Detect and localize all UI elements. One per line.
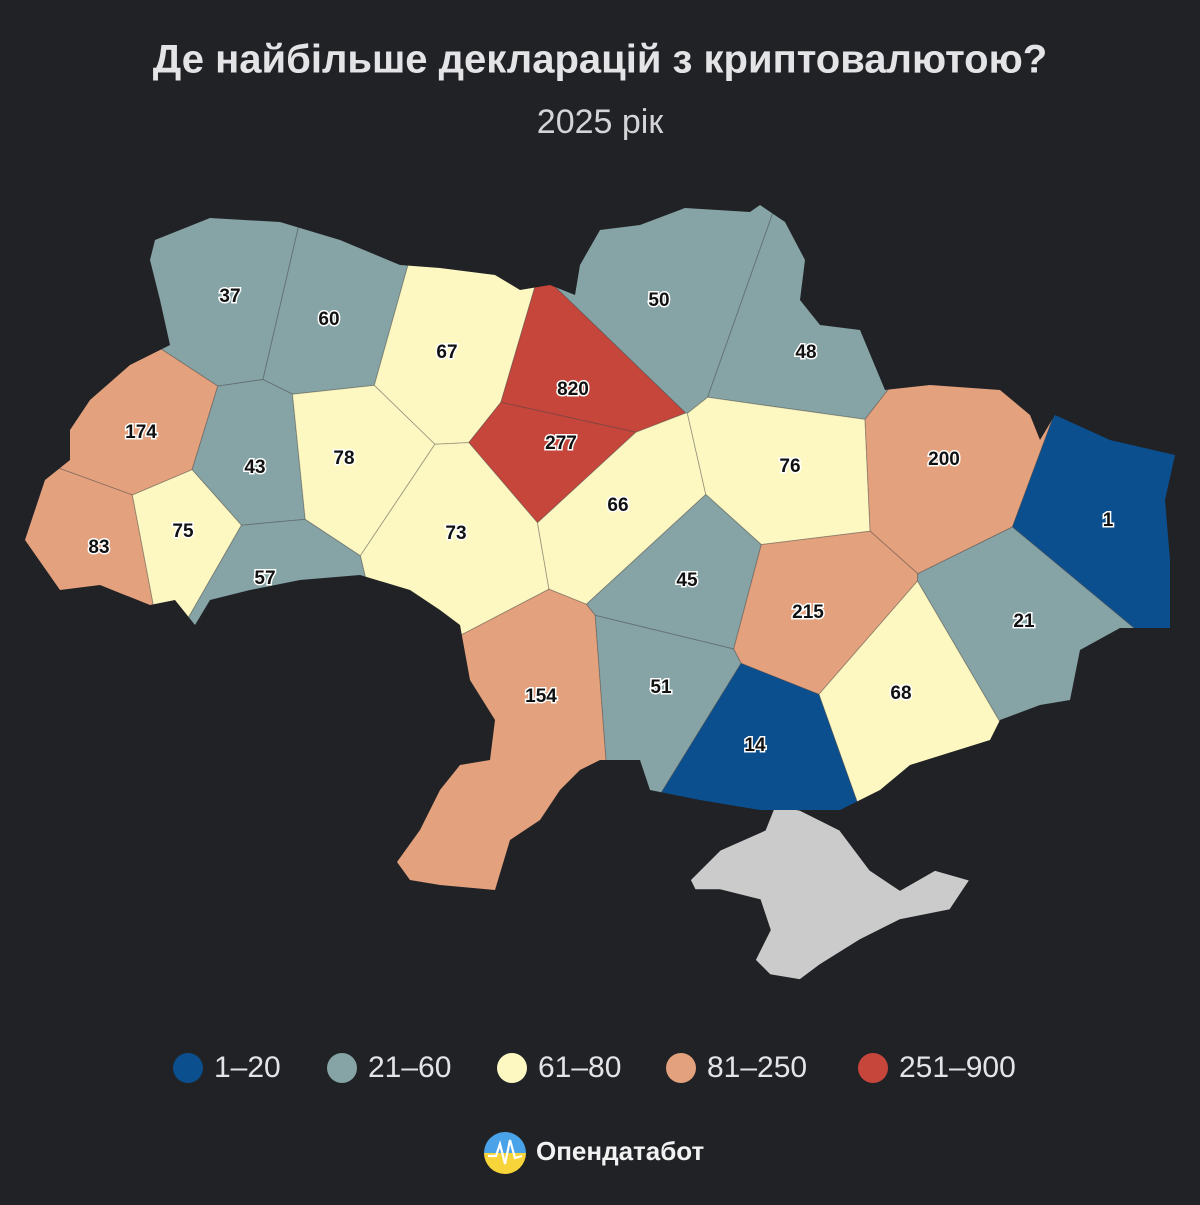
- subtitle: 2025 рік: [537, 103, 665, 141]
- region-value: 73: [445, 523, 466, 544]
- legend-swatch: [497, 1053, 527, 1083]
- legend-swatch: [173, 1053, 203, 1083]
- region-value: 66: [607, 495, 628, 516]
- region-value: 75: [172, 521, 194, 542]
- legend-label: 1–20: [214, 1051, 281, 1084]
- region: [0, 150, 316, 386]
- legend-label: 21–60: [368, 1051, 451, 1084]
- region-value: 37: [219, 286, 240, 307]
- title: Де найбільше декларацій з криптовалютою?: [153, 38, 1047, 82]
- brand-logo: [484, 1132, 526, 1174]
- region-value: 51: [650, 677, 672, 698]
- region-value: 820: [557, 379, 589, 400]
- region-value: 174: [125, 422, 157, 443]
- region-value: 277: [545, 433, 577, 454]
- region-value: 76: [779, 456, 800, 477]
- region-value: 43: [244, 457, 265, 478]
- region-value: 83: [88, 537, 109, 558]
- region-value: 14: [744, 735, 766, 756]
- brand-name: Опендатабот: [536, 1136, 705, 1166]
- region: [708, 150, 1074, 419]
- region-value: 45: [676, 570, 698, 591]
- region-value: 48: [795, 342, 816, 363]
- region-value: 154: [525, 686, 557, 707]
- legend-swatch: [666, 1053, 696, 1083]
- region-value: 200: [928, 449, 960, 470]
- regions: [0, 150, 1200, 1000]
- legend-label: 61–80: [538, 1051, 621, 1084]
- region-value: 215: [792, 602, 824, 623]
- region-value: 50: [648, 290, 669, 311]
- legend-label: 251–900: [899, 1051, 1016, 1084]
- region-value: 67: [436, 342, 457, 363]
- legend: 1–20 21–60 61–80 81–250 251–900: [173, 1051, 1016, 1084]
- region-value: 60: [318, 309, 339, 330]
- region-value: 1: [1103, 510, 1114, 531]
- legend-label: 81–250: [707, 1051, 807, 1084]
- region: [248, 589, 614, 1000]
- region-value: 57: [254, 568, 275, 589]
- region-value: 68: [890, 683, 911, 704]
- region-value: 21: [1013, 611, 1035, 632]
- region-value: 78: [333, 448, 354, 469]
- crimea: [690, 805, 970, 980]
- legend-swatch: [327, 1053, 357, 1083]
- legend-swatch: [858, 1053, 888, 1083]
